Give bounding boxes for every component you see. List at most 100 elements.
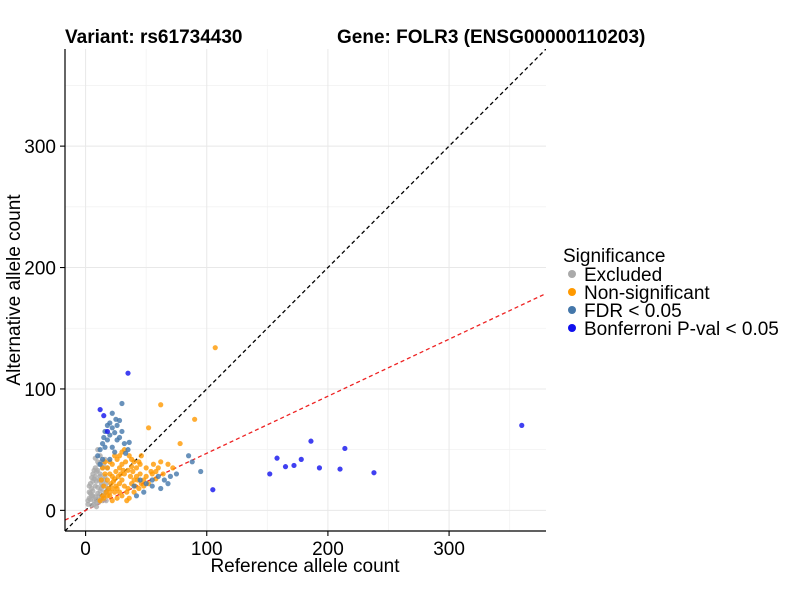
data-point bbox=[125, 370, 131, 376]
data-point bbox=[101, 483, 107, 489]
data-point bbox=[129, 464, 135, 470]
data-point bbox=[158, 485, 164, 492]
data-point bbox=[97, 461, 103, 467]
data-point bbox=[124, 489, 130, 495]
data-point bbox=[122, 450, 129, 456]
data-point bbox=[122, 459, 129, 465]
x-axis-ticks: 0 100 200 300 bbox=[80, 531, 465, 560]
data-point bbox=[137, 471, 143, 477]
data-point bbox=[95, 467, 101, 473]
data-point bbox=[97, 406, 103, 413]
data-point bbox=[97, 488, 103, 494]
data-point bbox=[101, 413, 107, 419]
data-point bbox=[109, 410, 115, 416]
data-point bbox=[149, 483, 155, 489]
data-point bbox=[189, 459, 195, 465]
reference-lines bbox=[65, 49, 546, 531]
data-point bbox=[104, 477, 111, 483]
data-point bbox=[93, 478, 100, 484]
data-point bbox=[108, 481, 114, 487]
data-point bbox=[130, 468, 136, 475]
data-point bbox=[371, 470, 377, 476]
data-point bbox=[192, 416, 198, 422]
data-point bbox=[104, 437, 111, 443]
data-point bbox=[198, 468, 204, 475]
data-point bbox=[137, 477, 143, 483]
data-point bbox=[148, 468, 154, 475]
x-tick-label: 200 bbox=[312, 539, 344, 560]
data-point bbox=[133, 465, 140, 471]
data-point bbox=[126, 439, 132, 445]
data-point bbox=[173, 471, 180, 477]
data-point bbox=[342, 445, 348, 452]
data-point bbox=[113, 468, 119, 475]
reference-line-fit bbox=[65, 292, 546, 521]
data-point bbox=[112, 449, 118, 455]
data-point bbox=[107, 420, 113, 426]
data-point bbox=[93, 504, 100, 510]
legend: Significance ExcludedNon-significantFDR … bbox=[563, 246, 779, 340]
plot-area: 0 100 200 300 0 100 200 300 bbox=[24, 49, 546, 560]
data-point bbox=[91, 467, 97, 473]
data-point bbox=[112, 430, 118, 436]
data-point bbox=[165, 481, 171, 487]
data-point bbox=[145, 425, 152, 431]
data-point bbox=[316, 465, 323, 471]
data-point bbox=[141, 489, 147, 495]
data-point bbox=[150, 461, 157, 467]
legend-swatch bbox=[568, 270, 576, 278]
data-point bbox=[138, 453, 144, 459]
series-1 bbox=[97, 345, 218, 504]
data-point bbox=[114, 422, 120, 428]
data-point bbox=[155, 473, 161, 479]
data-point bbox=[291, 462, 297, 469]
y-axis-title: Alternative allele count bbox=[4, 194, 25, 386]
data-point bbox=[185, 453, 192, 459]
legend-label: FDR < 0.05 bbox=[584, 301, 682, 322]
variant-title: Variant: rs61734430 bbox=[65, 27, 242, 48]
data-point bbox=[120, 467, 126, 473]
data-point bbox=[102, 471, 108, 477]
data-point bbox=[104, 465, 111, 471]
legend-title: Significance bbox=[563, 246, 665, 267]
y-tick-label: 200 bbox=[24, 259, 56, 280]
data-point bbox=[158, 459, 164, 465]
data-point bbox=[131, 483, 137, 489]
data-point bbox=[160, 471, 166, 477]
x-axis-title: Reference allele count bbox=[210, 556, 400, 577]
data-point bbox=[90, 478, 96, 484]
data-point bbox=[155, 465, 161, 471]
y-tick-label: 100 bbox=[24, 380, 56, 401]
data-point bbox=[127, 473, 134, 479]
y-tick-label: 0 bbox=[45, 501, 56, 522]
data-point bbox=[121, 440, 127, 447]
data-point bbox=[103, 489, 109, 495]
data-point bbox=[210, 487, 216, 493]
data-point bbox=[107, 456, 113, 462]
data-point bbox=[158, 402, 164, 408]
data-point bbox=[129, 456, 135, 462]
data-point bbox=[161, 477, 167, 483]
legend-swatch bbox=[568, 324, 576, 332]
grid bbox=[65, 49, 546, 531]
data-point bbox=[99, 493, 106, 499]
data-point bbox=[136, 459, 142, 465]
data-point bbox=[114, 437, 120, 443]
x-tick-label: 300 bbox=[433, 539, 465, 560]
legend-label: Excluded bbox=[584, 265, 662, 286]
data-point bbox=[119, 477, 125, 483]
data-point bbox=[212, 345, 218, 351]
data-point bbox=[133, 493, 140, 499]
data-point bbox=[99, 456, 106, 462]
data-point bbox=[89, 493, 95, 499]
data-point bbox=[177, 440, 183, 447]
data-point bbox=[119, 400, 125, 407]
data-point bbox=[107, 493, 113, 499]
data-point bbox=[116, 489, 123, 495]
data-point bbox=[143, 473, 149, 479]
data-point bbox=[298, 456, 304, 462]
data-point bbox=[308, 438, 314, 444]
legend-item: FDR < 0.05 bbox=[568, 301, 682, 322]
legend-label: Non-significant bbox=[584, 283, 710, 304]
